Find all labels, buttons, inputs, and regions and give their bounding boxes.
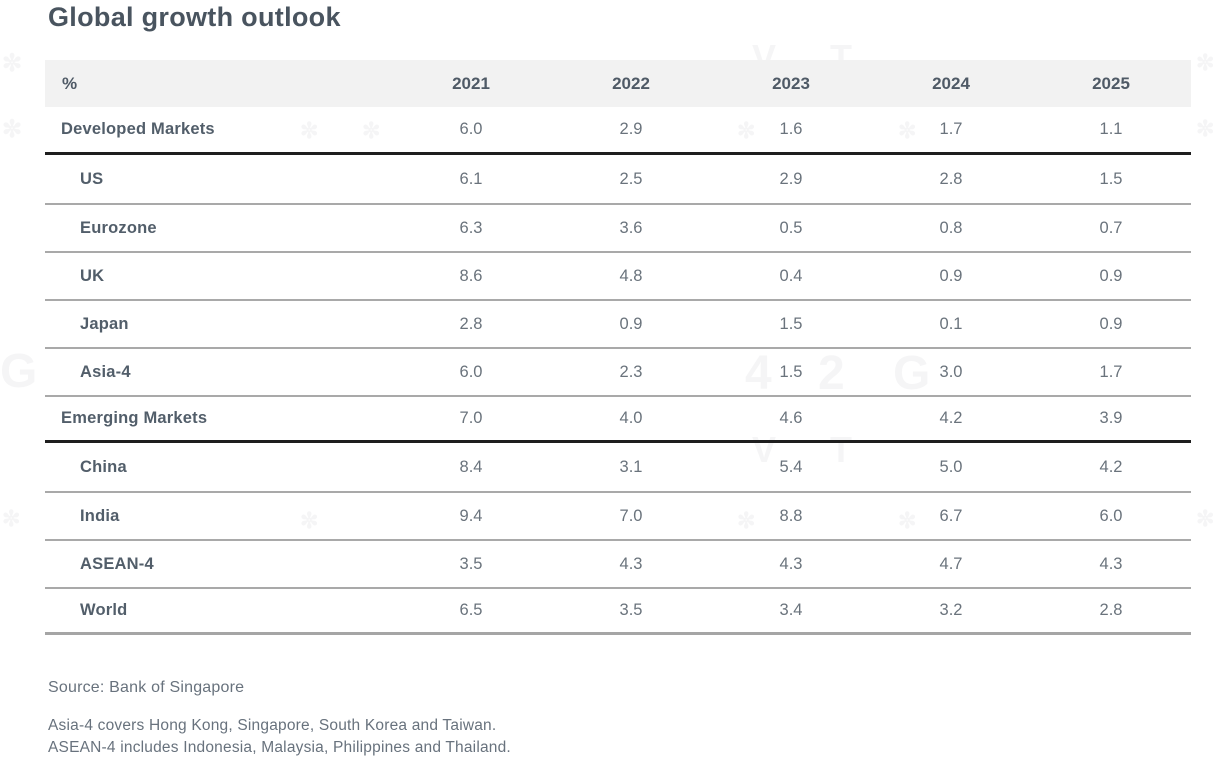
year-header-2025: 2025 [1031,60,1191,107]
year-header-2021: 2021 [391,60,551,107]
value-cell-2024: 6.7 [871,491,1031,539]
table-row-india: India 9.4 7.0 8.8 6.7 6.0 [45,491,1191,539]
row-label: Japan [45,299,391,347]
value-cell-2021: 8.6 [391,251,551,299]
value-cell-2023: 4.3 [711,539,871,587]
value-cell-2021: 6.0 [391,347,551,395]
unit-header-cell: % [45,60,391,107]
table-header: % 2021 2022 2023 2024 2025 [45,60,1191,107]
value-cell-2021: 7.0 [391,395,551,443]
table-row-eurozone: Eurozone 6.3 3.6 0.5 0.8 0.7 [45,203,1191,251]
value-cell-2021: 9.4 [391,491,551,539]
value-cell-2021: 2.8 [391,299,551,347]
table-row-us: US 6.1 2.5 2.9 2.8 1.5 [45,155,1191,203]
value-cell-2025: 2.8 [1031,587,1191,635]
value-cell-2025: 0.9 [1031,299,1191,347]
value-cell-2022: 2.3 [551,347,711,395]
value-cell-2024: 3.0 [871,347,1031,395]
row-label: World [45,587,391,635]
value-cell-2022: 7.0 [551,491,711,539]
value-cell-2025: 1.5 [1099,169,1123,188]
row-label: Asia-4 [45,347,391,395]
source-note: Source: Bank of Singapore [48,679,245,696]
table-row-asean-4: ASEAN-4 3.5 4.3 4.3 4.7 4.3 [45,539,1191,587]
value-cell-2022: 4.8 [551,251,711,299]
table-row-world: World 6.5 3.5 3.4 3.2 2.8 [45,587,1191,635]
value-cell-2021: 6.1 [459,169,483,188]
table-row-japan: Japan 2.8 0.9 1.5 0.1 0.9 [45,299,1191,347]
value-cell-2025: 1.7 [1031,347,1191,395]
footnote-asean4: ASEAN-4 includes Indonesia, Malaysia, Ph… [48,739,511,756]
table-row-uk: UK 8.6 4.8 0.4 0.9 0.9 [45,251,1191,299]
value-cell-2025: 0.9 [1031,251,1191,299]
value-cell-2021: 8.4 [459,457,483,476]
table-row-developed-markets: Developed Markets 6.0 2.9 1.6 1.7 1.1 [45,107,1191,155]
value-cell-2025: 3.9 [1031,395,1191,443]
value-cell-2022: 2.5 [619,169,643,188]
year-header-2024: 2024 [871,60,1031,107]
value-cell-2024: 4.2 [871,395,1031,443]
value-cell-2023: 1.5 [711,347,871,395]
value-cell-2025: 1.1 [1031,107,1191,155]
header-row: % 2021 2022 2023 2024 2025 [45,60,1191,107]
row-label: Emerging Markets [45,395,391,443]
value-cell-2023: 5.4 [779,457,803,476]
value-cell-2025: 6.0 [1031,491,1191,539]
value-cell-2024: 0.9 [871,251,1031,299]
table-row-emerging-markets: Emerging Markets 7.0 4.0 4.6 4.2 3.9 [45,395,1191,443]
value-cell-2021: 3.5 [391,539,551,587]
value-cell-2023: 0.4 [711,251,871,299]
value-cell-2025: 4.2 [1099,457,1123,476]
value-cell-2024: 3.2 [871,587,1031,635]
table-body: Developed Markets 6.0 2.9 1.6 1.7 1.1 US 6.1 2.5… [45,107,1191,635]
value-cell-2022: 0.9 [551,299,711,347]
value-cell-2023: 0.5 [711,203,871,251]
value-cell-2023: 1.5 [711,299,871,347]
row-label: China [80,457,127,476]
value-cell-2024: 2.8 [939,169,963,188]
row-label: US [80,169,104,188]
year-header-2022: 2022 [551,60,711,107]
value-cell-2024: 0.1 [871,299,1031,347]
value-cell-2024: 4.7 [871,539,1031,587]
value-cell-2022: 2.9 [551,107,711,155]
value-cell-2022: 3.5 [551,587,711,635]
value-cell-2023: 3.4 [711,587,871,635]
footnotes: Asia-4 covers Hong Kong, Singapore, Sout… [48,715,511,759]
value-cell-2022: 4.0 [551,395,711,443]
row-label: India [45,491,391,539]
page-title: Global growth outlook [48,2,341,32]
value-cell-2025: 4.3 [1031,539,1191,587]
table-row-china: China 8.4 3.1 5.4 5.0 4.2 [45,443,1191,491]
value-cell-2021: 6.5 [391,587,551,635]
value-cell-2022: 3.1 [619,457,643,476]
value-cell-2023: 2.9 [779,169,803,188]
value-cell-2023: 1.6 [711,107,871,155]
footnote-asia4: Asia-4 covers Hong Kong, Singapore, Sout… [48,717,497,734]
row-label: ASEAN-4 [45,539,391,587]
value-cell-2024: 5.0 [939,457,963,476]
value-cell-2025: 0.7 [1031,203,1191,251]
value-cell-2021: 6.0 [391,107,551,155]
year-header-2023: 2023 [711,60,871,107]
value-cell-2022: 3.6 [551,203,711,251]
row-label: Eurozone [45,203,391,251]
growth-outlook-table: % 2021 2022 2023 2024 2025 Developed Markets… [45,60,1191,635]
row-label: Developed Markets [45,107,391,155]
value-cell-2024: 1.7 [871,107,1031,155]
value-cell-2022: 4.3 [551,539,711,587]
value-cell-2024: 0.8 [871,203,1031,251]
table-row-asia-4: Asia-4 6.0 2.3 1.5 3.0 1.7 [45,347,1191,395]
value-cell-2023: 8.8 [711,491,871,539]
value-cell-2021: 6.3 [391,203,551,251]
value-cell-2023: 4.6 [711,395,871,443]
row-label: UK [45,251,391,299]
